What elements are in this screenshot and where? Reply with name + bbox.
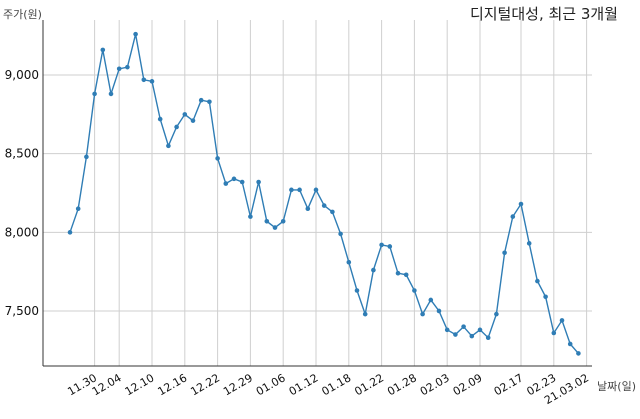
data-point bbox=[346, 259, 352, 265]
x-tick-label: 02.09 bbox=[451, 371, 485, 398]
data-point bbox=[133, 31, 138, 37]
axes bbox=[42, 20, 592, 367]
y-tick-label: 9,000 bbox=[5, 68, 39, 82]
data-point bbox=[231, 176, 237, 182]
data-point bbox=[141, 77, 147, 83]
data-point bbox=[215, 156, 220, 161]
x-tick-label: 01.06 bbox=[254, 371, 288, 398]
x-tick-label: 01.28 bbox=[385, 371, 419, 398]
x-tick-label: 01.18 bbox=[320, 371, 354, 398]
data-point bbox=[543, 294, 548, 300]
data-point bbox=[297, 187, 302, 193]
data-point bbox=[75, 206, 81, 212]
x-tick-label: 12.22 bbox=[188, 371, 222, 398]
data-point bbox=[576, 351, 581, 356]
data-point bbox=[108, 91, 114, 97]
data-point bbox=[453, 332, 458, 337]
data-point bbox=[84, 154, 89, 160]
x-tick-label: 02.03 bbox=[418, 371, 452, 398]
data-point bbox=[559, 318, 565, 323]
x-axis-label: 날짜(일) bbox=[597, 380, 636, 393]
x-tick-label: 02.17 bbox=[492, 371, 526, 398]
data-point bbox=[116, 66, 122, 72]
data-point bbox=[485, 335, 491, 340]
data-point bbox=[371, 267, 376, 273]
x-tick-label: 01.12 bbox=[287, 371, 321, 398]
x-tick-label: 12.16 bbox=[156, 371, 190, 398]
x-tick-label: 12.29 bbox=[221, 371, 255, 398]
y-tick-label: 8,000 bbox=[5, 225, 39, 239]
data-point bbox=[428, 297, 434, 303]
y-tick-label: 8,500 bbox=[5, 147, 39, 161]
data-point bbox=[469, 333, 475, 339]
data-point bbox=[420, 311, 425, 317]
data-point bbox=[256, 179, 261, 185]
data-point bbox=[100, 47, 106, 53]
data-point bbox=[412, 288, 417, 293]
y-tick-label: 7,500 bbox=[5, 304, 39, 318]
data-point bbox=[280, 219, 286, 224]
data-point bbox=[207, 99, 212, 105]
data-point bbox=[125, 64, 130, 70]
data-point bbox=[92, 91, 97, 97]
data-point bbox=[305, 206, 311, 212]
data-point bbox=[272, 225, 278, 230]
data-point bbox=[477, 327, 483, 333]
data-point bbox=[518, 201, 524, 207]
data-point bbox=[239, 179, 245, 185]
data-point bbox=[182, 112, 188, 117]
data-point bbox=[403, 272, 409, 278]
data-point bbox=[67, 230, 73, 235]
data-point bbox=[494, 311, 499, 317]
x-tick-label: 01.22 bbox=[352, 371, 386, 398]
data-point bbox=[174, 124, 179, 130]
data-point bbox=[321, 203, 327, 208]
data-point bbox=[510, 214, 516, 219]
data-point bbox=[461, 324, 466, 329]
data-point bbox=[436, 308, 442, 314]
data-point bbox=[149, 79, 155, 84]
data-point bbox=[362, 311, 368, 317]
data-point bbox=[264, 219, 270, 224]
chart-title: 디지털대성, 최근 3개월 bbox=[469, 5, 618, 23]
data-point bbox=[190, 118, 196, 123]
data-point bbox=[354, 288, 360, 293]
data-point bbox=[157, 116, 163, 122]
price-series bbox=[67, 31, 581, 356]
y-axis-label: 주가(원) bbox=[3, 8, 42, 21]
data-point bbox=[526, 241, 532, 246]
x-tick-label: 12.10 bbox=[123, 371, 157, 398]
data-point bbox=[502, 250, 507, 256]
data-point bbox=[313, 187, 319, 193]
data-point bbox=[248, 214, 253, 219]
data-point bbox=[551, 330, 557, 336]
data-point bbox=[387, 244, 393, 249]
data-point bbox=[330, 209, 335, 215]
data-point bbox=[166, 143, 171, 149]
data-point bbox=[444, 327, 450, 333]
data-point bbox=[289, 187, 294, 193]
data-point bbox=[223, 181, 229, 186]
grid-lines bbox=[43, 20, 592, 366]
data-point bbox=[379, 242, 384, 248]
data-point bbox=[567, 341, 573, 347]
data-point bbox=[395, 270, 401, 276]
data-point bbox=[338, 231, 343, 237]
data-point bbox=[198, 97, 204, 103]
x-tick-label: 12.04 bbox=[90, 371, 124, 398]
data-point bbox=[535, 278, 540, 284]
series-line bbox=[69, 34, 579, 354]
